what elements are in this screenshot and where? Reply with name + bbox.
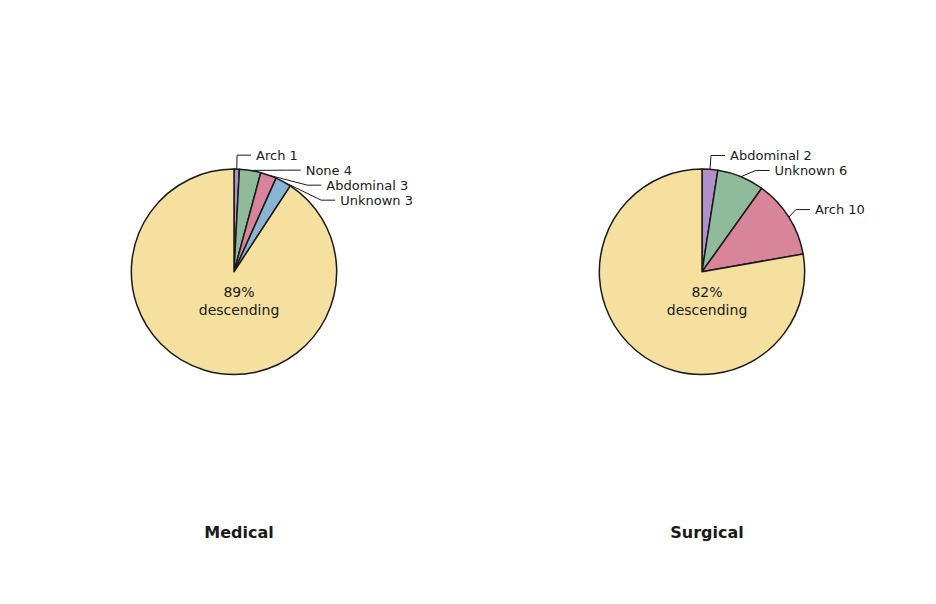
svg-text:Arch 1: Arch 1 [256, 148, 298, 163]
svg-text:Medical: Medical [204, 523, 273, 542]
svg-text:None 4: None 4 [306, 163, 352, 178]
svg-text:Arch 10: Arch 10 [815, 202, 865, 217]
svg-text:Abdominal 3: Abdominal 3 [326, 178, 408, 193]
svg-text:Surgical: Surgical [670, 523, 744, 542]
svg-text:descending: descending [199, 302, 280, 318]
svg-text:Unknown 6: Unknown 6 [775, 163, 848, 178]
svg-text:89%: 89% [223, 284, 254, 300]
svg-text:Unknown 3: Unknown 3 [340, 193, 413, 208]
svg-text:Abdominal 2: Abdominal 2 [730, 148, 812, 163]
svg-text:82%: 82% [691, 284, 722, 300]
svg-text:descending: descending [667, 302, 748, 318]
